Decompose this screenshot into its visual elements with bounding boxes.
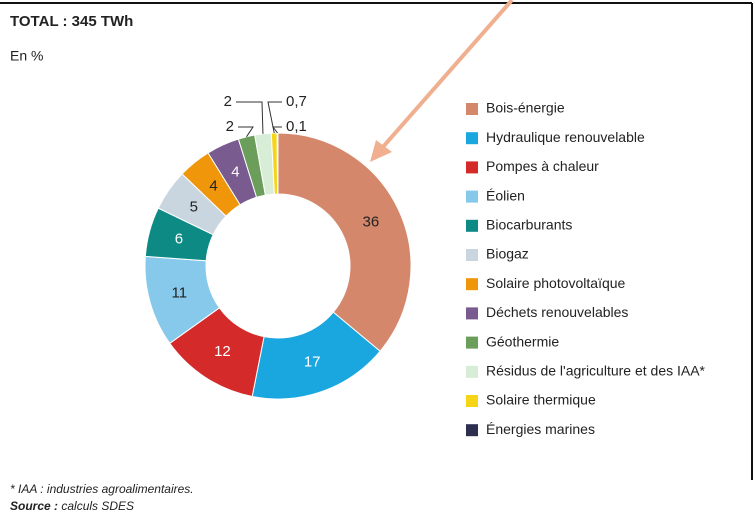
legend-swatch xyxy=(466,219,478,232)
legend-label: Résidus de l'agriculture et des IAA* xyxy=(486,363,706,379)
legend-label: Bois-énergie xyxy=(486,100,565,116)
value-label: 2 xyxy=(226,118,234,135)
source-text: calculs SDES xyxy=(61,499,134,513)
leader-line xyxy=(238,126,254,138)
legend-label: Éolien xyxy=(486,187,525,203)
legend-label: Pompes à chaleur xyxy=(486,158,599,174)
legend-swatch xyxy=(466,336,478,349)
legend-swatch xyxy=(466,249,478,261)
source: Source : calculs SDES xyxy=(10,499,134,513)
value-label: 4 xyxy=(209,177,217,194)
value-label: 6 xyxy=(175,230,183,247)
value-label: 5 xyxy=(190,198,198,215)
legend-swatch xyxy=(466,132,478,145)
donut-segment xyxy=(276,132,279,195)
arrow xyxy=(370,0,514,162)
legend-swatch xyxy=(466,103,478,115)
legend-swatch xyxy=(466,395,478,407)
legend-swatch xyxy=(466,278,478,291)
value-label: 17 xyxy=(304,354,321,371)
legend-swatch xyxy=(466,161,478,174)
legend-label: Hydraulique renouvelable xyxy=(486,129,645,145)
footnote: * IAA : industries agroalimentaires. xyxy=(10,482,194,496)
legend-label: Déchets renouvelables xyxy=(486,304,628,320)
legend-label: Biogaz xyxy=(486,246,529,262)
legend-label: Solaire photovoltaïque xyxy=(486,275,626,291)
value-label: 2 xyxy=(224,93,232,110)
chart-subtitle: En % xyxy=(10,48,43,64)
value-label: 0,7 xyxy=(286,93,307,110)
value-label: 36 xyxy=(362,214,379,231)
legend-swatch xyxy=(466,190,478,203)
legend-swatch xyxy=(466,424,478,437)
source-label: Source : xyxy=(10,499,58,513)
leader-line xyxy=(236,101,264,134)
chart-title: TOTAL : 345 TWh xyxy=(10,13,133,30)
legend-label: Énergies marines xyxy=(486,421,595,437)
legend-swatch xyxy=(466,365,478,378)
value-label: 11 xyxy=(172,285,188,302)
legend-label: Biocarburants xyxy=(486,217,572,233)
value-label: 12 xyxy=(214,343,231,360)
legend-swatch xyxy=(466,307,478,320)
donut-segment xyxy=(277,132,412,352)
value-label: 4 xyxy=(231,164,239,181)
legend-label: Géothermie xyxy=(486,333,559,349)
leader-line xyxy=(271,126,282,134)
value-label: 0,1 xyxy=(286,118,307,135)
legend-label: Solaire thermique xyxy=(486,392,596,408)
leader-line xyxy=(267,101,282,134)
